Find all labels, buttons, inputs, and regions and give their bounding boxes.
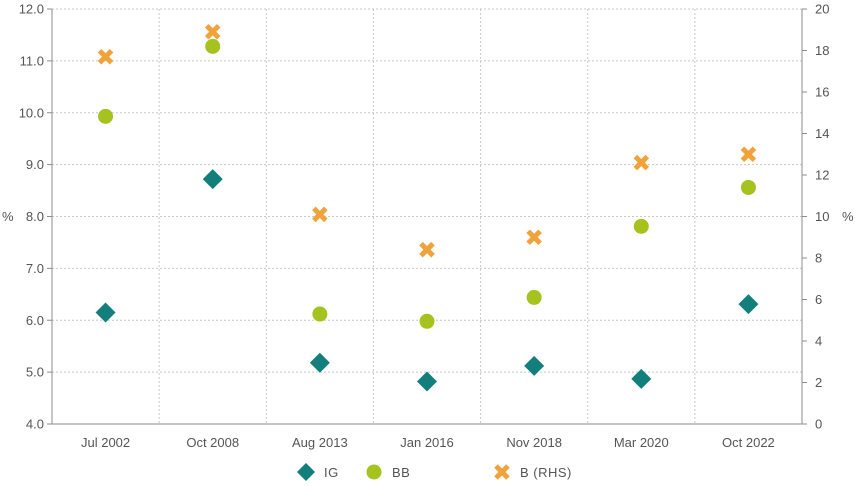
x-tick-label: Nov 2018 [506, 435, 562, 450]
right-tick-label: 16 [815, 85, 829, 100]
ig-point [95, 302, 116, 323]
bb-point [419, 313, 435, 329]
bb-point [740, 179, 756, 195]
b-rhs-point [97, 48, 114, 65]
cross-stroke [204, 24, 221, 40]
circle-icon [366, 464, 382, 480]
b-rhs-point [204, 24, 221, 40]
left-tick-label: 12.0 [19, 2, 44, 17]
legend-item-ig: IG [296, 461, 339, 483]
legend-label: BB [392, 464, 411, 480]
right-tick-label: 20 [815, 2, 829, 17]
left-tick-label: 10.0 [19, 105, 44, 120]
cross-stroke [740, 146, 757, 163]
b-rhs-point [526, 229, 542, 246]
right-axis-title: % [842, 209, 854, 224]
x-axis-ticks: Jul 2002 Oct 2008 Aug 2013 Jan 2016 Nov 2018… [81, 435, 775, 450]
legend-item-bb: BB [364, 461, 410, 483]
cross-stroke [419, 241, 435, 258]
right-axis-ticks: 0 2 4 6 8 10 12 14 16 18 20 [802, 2, 829, 432]
right-tick-label: 14 [815, 126, 829, 141]
x-tick-label: Jan 2016 [400, 435, 454, 450]
ig-point [417, 371, 437, 392]
x-tick-label: Jul 2002 [81, 435, 130, 450]
b-rhs-point [312, 206, 328, 223]
right-tick-label: 18 [815, 43, 829, 58]
right-tick-label: 2 [815, 375, 822, 390]
series-b-rhs [97, 24, 757, 258]
right-tick-label: 12 [815, 168, 829, 183]
series-bb [98, 38, 756, 329]
cross-icon [494, 464, 510, 480]
bb-point [526, 289, 542, 305]
ig-point [631, 368, 652, 389]
left-axis-title: % [2, 209, 14, 224]
right-tick-label: 4 [815, 334, 822, 349]
b-rhs-point [419, 241, 435, 258]
left-tick-label: 7.0 [26, 261, 44, 276]
ig-point [309, 352, 330, 373]
left-tick-label: 6.0 [26, 313, 44, 328]
ig-point [524, 355, 545, 376]
scatter-chart: 4.0 5.0 6.0 7.0 8.0 9.0 10.0 11.0 12.0 0 2 4 6 8 10 12… [2, 2, 854, 451]
x-tick-label: Oct 2008 [186, 435, 239, 450]
right-tick-label: 0 [815, 417, 822, 432]
cross-stroke [633, 154, 650, 171]
bb-point [98, 108, 114, 124]
right-tick-label: 10 [815, 209, 829, 224]
x-tick-label: Mar 2020 [614, 435, 669, 450]
left-tick-label: 8.0 [26, 209, 44, 224]
bb-point [312, 306, 328, 322]
legend: IG BB B (RHS) [0, 461, 855, 483]
legend-label: IG [324, 464, 339, 480]
b-rhs-point [740, 146, 757, 163]
bb-point [633, 218, 649, 234]
cross-stroke [97, 48, 114, 65]
b-rhs-point [633, 154, 650, 171]
legend-item-b-rhs: B (RHS) [492, 461, 572, 483]
x-tick-label: Aug 2013 [292, 435, 348, 450]
series-ig [95, 169, 759, 392]
left-tick-label: 4.0 [26, 417, 44, 432]
x-tick-label: Oct 2022 [722, 435, 775, 450]
bb-point [205, 38, 221, 54]
left-tick-label: 11.0 [20, 53, 44, 68]
legend-label: B (RHS) [520, 464, 572, 480]
grid-lines [51, 8, 803, 425]
ig-point [202, 169, 223, 190]
left-tick-label: 9.0 [26, 157, 44, 172]
left-tick-label: 5.0 [26, 365, 44, 380]
right-tick-label: 8 [815, 251, 822, 266]
cross-stroke [312, 206, 328, 223]
data-points [95, 24, 759, 392]
cross-stroke [526, 229, 542, 246]
diamond-icon [297, 463, 315, 481]
right-tick-label: 6 [815, 292, 822, 307]
ig-point [738, 294, 759, 315]
left-axis-ticks: 4.0 5.0 6.0 7.0 8.0 9.0 10.0 11.0 12.0 [19, 2, 52, 432]
